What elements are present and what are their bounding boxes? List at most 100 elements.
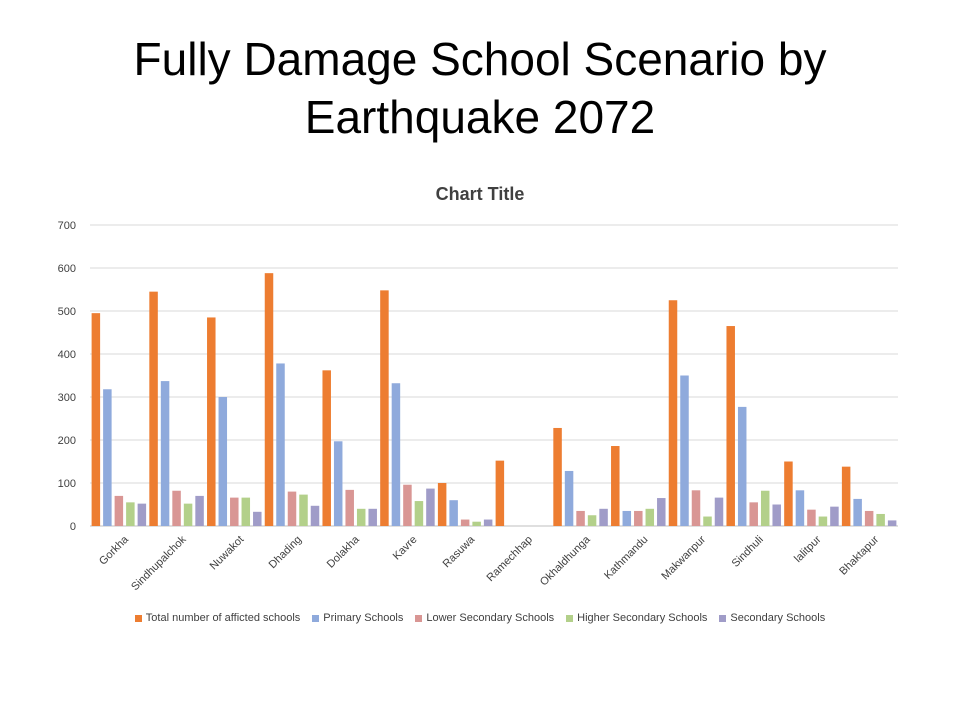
bar (437, 483, 447, 526)
bar (876, 513, 885, 526)
bar (853, 498, 862, 526)
bar (760, 490, 770, 526)
bar (714, 497, 724, 526)
legend-item: Total number of afficted schools (134, 612, 301, 624)
bar (391, 383, 401, 526)
bar (807, 509, 816, 526)
bar (137, 503, 147, 526)
bar (611, 446, 620, 526)
bar (276, 363, 285, 526)
y-tick-label: 0 (70, 521, 76, 533)
bar (841, 466, 851, 526)
bar (668, 300, 678, 526)
y-axis-ticks: 0 100 200 300 400 500 600 700 (58, 220, 76, 533)
bar (345, 489, 354, 526)
legend-item: Primary Schools (312, 612, 403, 624)
bar (426, 488, 435, 526)
legend-item: Secondary Schools (719, 612, 825, 624)
y-tick-label: 600 (58, 263, 76, 275)
bar (230, 497, 239, 526)
legend-label: Primary Schools (323, 612, 404, 624)
y-tick-label: 500 (58, 306, 76, 318)
bar (599, 508, 608, 526)
bar (322, 370, 331, 526)
bar (864, 510, 874, 526)
y-tick-label: 400 (58, 349, 76, 361)
x-tick-label: Kathmandu (602, 534, 650, 582)
bar (449, 500, 458, 526)
chart-title: Chart Title (436, 184, 525, 204)
bar (818, 516, 828, 526)
bars (91, 273, 897, 526)
legend-label: Higher Secondary Schools (577, 612, 708, 624)
bar (368, 508, 377, 526)
legend-swatch (566, 614, 574, 622)
legend-item: Lower Secondary Schools (415, 612, 554, 624)
bar (114, 495, 124, 526)
bar (414, 501, 424, 526)
bar (195, 495, 204, 526)
x-tick-label: Rasuwa (441, 533, 478, 570)
bar-chart: Chart Title 0 100 200 300 400 500 600 700 Gorkh… (58, 184, 898, 593)
legend-swatch (134, 614, 142, 622)
y-tick-label: 200 (58, 435, 76, 447)
bar (657, 498, 666, 526)
bar (553, 427, 562, 526)
bar (749, 502, 758, 526)
bar (483, 519, 493, 526)
x-tick-label: lalitpur (792, 533, 824, 565)
bar (472, 521, 481, 526)
x-tick-label: Kavre (391, 534, 420, 563)
x-tick-label: Dolakha (325, 533, 363, 571)
bar (795, 490, 805, 526)
bar (587, 515, 597, 526)
y-tick-label: 700 (58, 220, 76, 232)
bar (703, 516, 712, 526)
bar (737, 406, 747, 526)
bar (784, 461, 793, 526)
bar (564, 470, 574, 526)
bar (495, 460, 505, 526)
bar (183, 503, 193, 526)
bar (460, 519, 470, 526)
legend-label: Total number of afficted schools (145, 612, 301, 624)
x-tick-label: Nuwakot (208, 534, 247, 573)
bar (91, 313, 101, 526)
bar (333, 441, 343, 526)
bar (830, 506, 839, 526)
bar (299, 494, 308, 526)
bar (207, 317, 216, 526)
x-tick-label: Ramechhap (485, 534, 535, 584)
slide-title: Fully Damage School Scenario by Earthqua… (0, 30, 960, 146)
chart-legend: Total number of afficted schools Primary … (0, 612, 960, 624)
bar (253, 511, 262, 526)
bar (218, 397, 228, 526)
bar (726, 326, 735, 526)
bar (126, 502, 135, 526)
x-tick-label: Gorkha (97, 533, 132, 568)
bar (645, 508, 655, 526)
bar (160, 381, 170, 526)
legend-swatch (415, 614, 423, 622)
y-tick-label: 100 (58, 478, 76, 490)
legend-swatch (719, 614, 727, 622)
legend-swatch (312, 614, 320, 622)
legend-label: Lower Secondary Schools (426, 612, 555, 624)
x-tick-label: Dhading (267, 534, 304, 571)
bar (887, 520, 897, 526)
bar (356, 508, 366, 526)
bar (772, 504, 781, 526)
bar (680, 375, 689, 526)
slide-title-line-1: Fully Damage School Scenario by (133, 33, 827, 85)
y-tick-label: 300 (58, 392, 76, 404)
x-tick-label: Makwanpur (659, 533, 708, 582)
x-tick-label: Sindhuli (730, 534, 766, 570)
x-tick-label: Okhaldhunga (538, 533, 593, 588)
bar (403, 484, 412, 526)
bar (264, 273, 274, 526)
bar (380, 290, 389, 526)
bar (576, 510, 585, 526)
bar (172, 490, 181, 526)
bar (103, 389, 112, 526)
